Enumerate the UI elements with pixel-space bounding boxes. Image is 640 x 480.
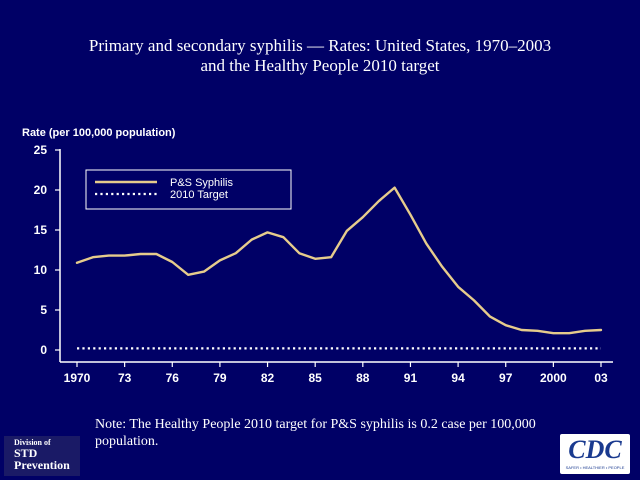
- chart-title-line-2: and the Healthy People 2010 target: [200, 56, 440, 75]
- x-tick-label: 1970: [64, 371, 91, 385]
- y-tick-label: 20: [34, 183, 48, 197]
- x-tick-label: 82: [261, 371, 275, 385]
- x-tick-label: 85: [309, 371, 323, 385]
- x-tick-label: 91: [404, 371, 418, 385]
- x-tick-label: 88: [356, 371, 370, 385]
- legend-label: 2010 Target: [170, 189, 228, 201]
- x-tick-label: 97: [499, 371, 513, 385]
- legend-label: P&S Syphilis: [170, 177, 233, 189]
- std-prevention-logo: Division of STD Prevention: [4, 436, 80, 476]
- std-logo-line-3: Prevention: [14, 458, 70, 472]
- y-tick-label: 0: [40, 343, 47, 357]
- y-tick-label: 15: [34, 223, 48, 237]
- y-axis-label: Rate (per 100,000 population): [22, 127, 176, 139]
- footnote: Note: The Healthy People 2010 target for…: [95, 417, 536, 449]
- x-tick-label: 2000: [540, 371, 567, 385]
- cdc-logo: CDC SAFER • HEALTHIER • PEOPLE: [560, 434, 630, 474]
- chart-series: [75, 186, 603, 350]
- x-tick-label: 79: [213, 371, 227, 385]
- std-logo-line-1: Division of: [14, 438, 51, 447]
- x-tick-label: 76: [166, 371, 180, 385]
- y-tick-label: 10: [34, 263, 48, 277]
- x-tick-label: 03: [594, 371, 608, 385]
- y-tick-label: 25: [34, 143, 48, 157]
- chart-axes: 0 5 10 15 20 25 1970 73 76 79 82 85 88 91 94 97 2000 03: [34, 143, 613, 385]
- syphilis-rate-line: [75, 186, 603, 335]
- chart-title-line-1: Primary and secondary syphilis — Rates: …: [88, 36, 552, 55]
- cdc-logo-mark: CDC: [568, 435, 622, 464]
- x-tick-label: 73: [118, 371, 132, 385]
- legend-box: [85, 169, 292, 210]
- std-logo-line-2: STD: [14, 446, 38, 460]
- x-tick-label: 94: [451, 371, 465, 385]
- chart-title: Primary and secondary syphilis — Rates: …: [0, 36, 640, 76]
- cdc-logo-tagline: SAFER • HEALTHIER • PEOPLE: [565, 465, 625, 470]
- y-tick-label: 5: [40, 303, 47, 317]
